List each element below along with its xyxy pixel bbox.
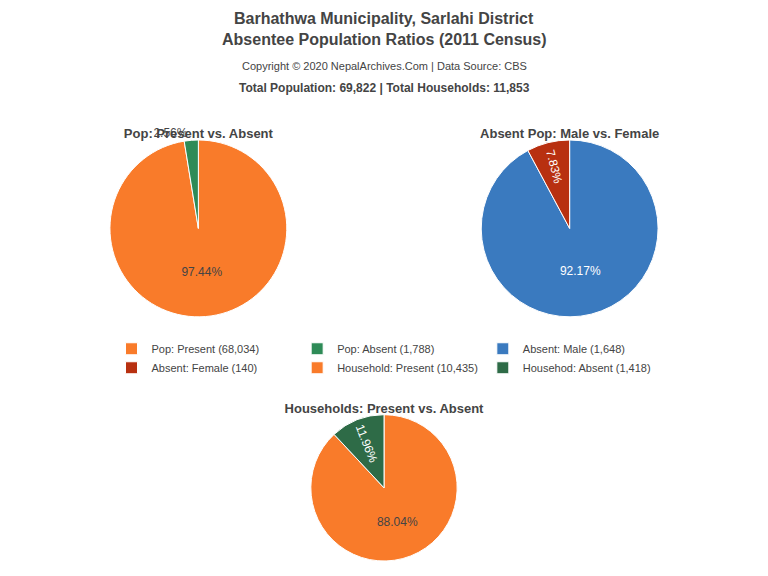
svg-text:Pop: Absent (1,788): Pop: Absent (1,788) xyxy=(337,343,434,355)
svg-text:92.17%: 92.17% xyxy=(560,264,601,278)
svg-text:Barhathwa Municipality, Sarlah: Barhathwa Municipality, Sarlahi District xyxy=(234,10,534,27)
svg-text:Absent Pop: Male vs. Female: Absent Pop: Male vs. Female xyxy=(480,126,659,141)
svg-text:Absentee Population Ratios (20: Absentee Population Ratios (2011 Census) xyxy=(222,31,547,48)
svg-text:11.96%: 11.96% xyxy=(353,422,381,464)
svg-text:Househod: Absent (1,418): Househod: Absent (1,418) xyxy=(523,362,651,374)
svg-text:Pop: Present vs. Absent: Pop: Present vs. Absent xyxy=(124,126,274,141)
svg-text:Pop: Present (68,034): Pop: Present (68,034) xyxy=(152,343,260,355)
svg-text:Copyright © 2020 NepalArchives: Copyright © 2020 NepalArchives.Com | Dat… xyxy=(242,60,527,72)
svg-text:7.83%: 7.83% xyxy=(543,148,565,185)
svg-text:97.44%: 97.44% xyxy=(181,265,222,279)
svg-text:Total Population: 69,822 | Tot: Total Population: 69,822 | Total Househo… xyxy=(239,81,530,95)
svg-text:Absent: Male (1,648): Absent: Male (1,648) xyxy=(523,343,625,355)
svg-text:2.56%: 2.56% xyxy=(153,126,187,140)
svg-text:88.04%: 88.04% xyxy=(377,515,418,529)
svg-text:Absent: Female (140): Absent: Female (140) xyxy=(152,362,258,374)
svg-text:Households: Present vs. Absent: Households: Present vs. Absent xyxy=(285,401,485,416)
svg-text:Household: Present (10,435): Household: Present (10,435) xyxy=(337,362,478,374)
